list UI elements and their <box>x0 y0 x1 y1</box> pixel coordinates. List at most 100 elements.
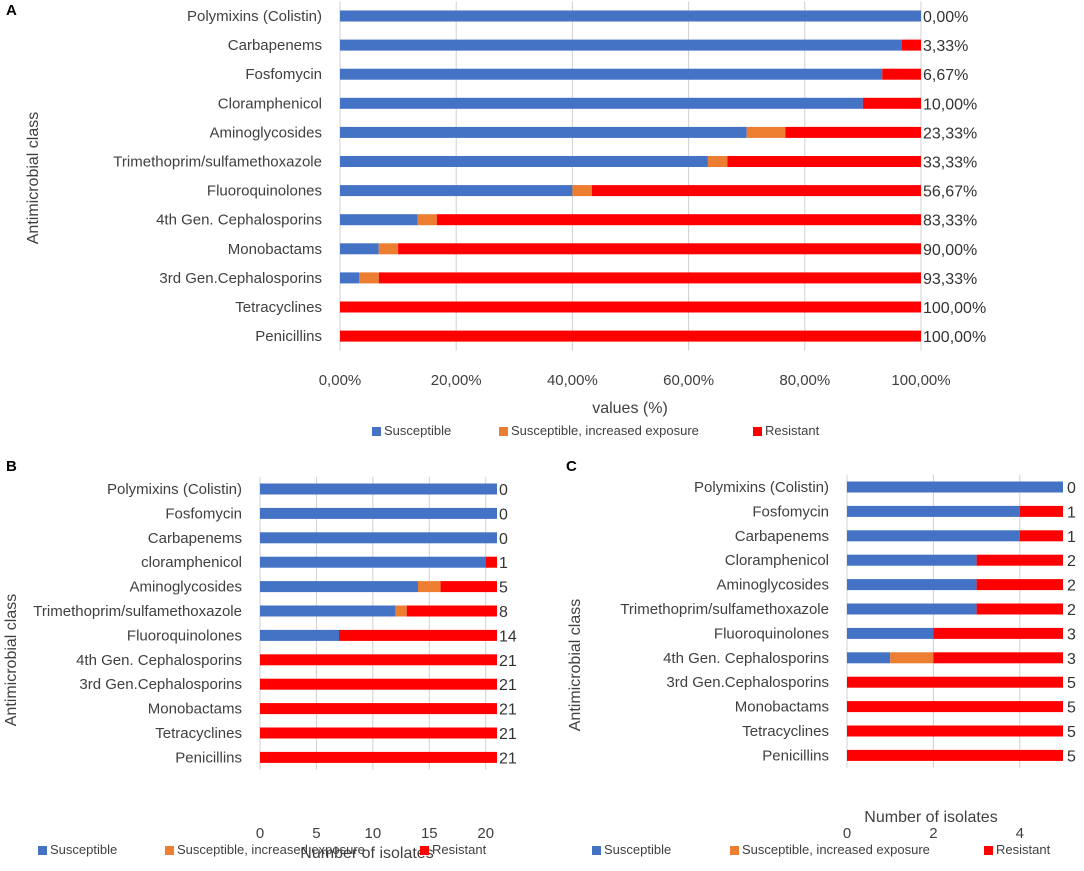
bar-resistant <box>933 627 1063 639</box>
bar-susceptible <box>340 214 418 226</box>
category-label: Polymixins (Colistin) <box>187 8 322 25</box>
bar-resistant <box>440 581 497 593</box>
category-label: 4th Gen. Cephalosporins <box>76 652 242 669</box>
data-label: 5 <box>1067 748 1076 765</box>
bar-resistant <box>340 301 921 313</box>
bar-resistant <box>591 185 921 197</box>
category-label: Carbapenems <box>735 528 829 545</box>
x-tick-label: 10 <box>365 825 382 842</box>
category-label: Cloramphenicol <box>218 95 322 112</box>
x-tick-label: 0 <box>256 825 264 842</box>
category-label: Monobactams <box>735 699 829 716</box>
category-label: Fosfomycin <box>752 503 829 520</box>
bar-susceptible <box>847 627 934 639</box>
bar-susceptible <box>847 481 1063 493</box>
category-label: Fluoroquinolones <box>207 183 322 200</box>
bar-resistant <box>378 272 921 284</box>
x-tick-label: 4 <box>1016 825 1024 842</box>
bar-increased <box>395 605 407 617</box>
data-label: 56,67% <box>923 184 977 201</box>
bar-increased <box>417 214 437 226</box>
data-label: 0 <box>499 506 508 523</box>
category-label: Polymixins (Colistin) <box>694 479 829 496</box>
legend-swatch-increased <box>499 427 508 436</box>
bar-susceptible <box>340 97 863 109</box>
bar-increased <box>890 652 934 664</box>
bar-resistant <box>340 330 921 342</box>
bar-resistant <box>933 652 1063 664</box>
bar-increased <box>378 243 399 255</box>
bar-susceptible <box>260 581 418 593</box>
data-label: 23,33% <box>923 125 977 142</box>
bar-resistant <box>260 654 497 666</box>
data-label: 3 <box>1067 651 1076 668</box>
bar-susceptible <box>847 554 977 566</box>
category-label: Tetracyclines <box>235 299 322 316</box>
data-label: 10,00% <box>923 96 977 113</box>
category-label: Fluoroquinolones <box>127 627 242 644</box>
bar-susceptible <box>340 185 573 197</box>
bar-susceptible <box>340 126 747 138</box>
bar-resistant <box>785 126 921 138</box>
bar-resistant <box>260 678 497 690</box>
bar-resistant <box>406 605 497 617</box>
legend-label-susceptible: Susceptible <box>50 842 117 857</box>
category-label: Penicillins <box>175 749 242 766</box>
bar-resistant <box>847 725 1063 737</box>
legend-swatch-increased <box>165 846 174 855</box>
bar-susceptible <box>340 243 379 255</box>
bar-susceptible <box>260 483 497 495</box>
bar-resistant <box>260 751 497 763</box>
panel-letter: C <box>566 458 577 475</box>
x-tick-label: 100,00% <box>891 372 950 389</box>
data-label: 3,33% <box>923 38 968 55</box>
x-tick-label: 60,00% <box>663 372 714 389</box>
data-label: 100,00% <box>923 300 986 317</box>
data-label: 21 <box>499 726 517 743</box>
data-label: 2 <box>1067 578 1076 595</box>
bar-resistant <box>339 629 497 641</box>
legend-label-susceptible: Susceptible <box>604 842 671 857</box>
data-label: 2 <box>1067 602 1076 619</box>
category-label: Aminoglycosides <box>716 577 829 594</box>
category-label: Fosfomycin <box>245 66 322 83</box>
data-label: 0 <box>1067 480 1076 497</box>
bar-resistant <box>260 727 497 739</box>
category-label: Aminoglycosides <box>209 124 322 141</box>
category-label: Polymixins (Colistin) <box>107 481 242 498</box>
data-label: 5 <box>1067 724 1076 741</box>
bar-increased <box>359 272 379 284</box>
bar-susceptible <box>847 579 977 591</box>
bar-resistant <box>976 603 1063 615</box>
data-label: 21 <box>499 677 517 694</box>
data-label: 1 <box>499 555 508 572</box>
bar-susceptible <box>340 10 921 22</box>
category-label: Tetracyclines <box>742 723 829 740</box>
category-label: 3rd Gen.Cephalosporins <box>159 270 322 287</box>
x-tick-label: 40,00% <box>547 372 598 389</box>
y-axis-label: Antimicrobial class <box>3 594 20 726</box>
legend-swatch-increased <box>730 846 739 855</box>
bar-resistant <box>485 556 497 568</box>
bar-susceptible <box>847 652 891 664</box>
data-label: 8 <box>499 604 508 621</box>
x-tick-label: 2 <box>929 825 937 842</box>
bar-susceptible <box>340 39 902 51</box>
bar-susceptible <box>847 505 1020 517</box>
category-label: 3rd Gen.Cephalosporins <box>666 674 829 691</box>
data-label: 0,00% <box>923 9 968 26</box>
bar-susceptible <box>340 272 360 284</box>
category-label: Fosfomycin <box>165 505 242 522</box>
data-label: 5 <box>1067 675 1076 692</box>
data-label: 21 <box>499 702 517 719</box>
data-label: 90,00% <box>923 242 977 259</box>
legend-label-resistant: Resistant <box>432 842 487 857</box>
x-tick-label: 0,00% <box>319 372 362 389</box>
data-label: 5 <box>499 580 508 597</box>
panel-letter: A <box>6 2 17 19</box>
y-axis-label: Antimicrobial class <box>567 599 584 731</box>
data-label: 100,00% <box>923 329 986 346</box>
bar-resistant <box>260 703 497 715</box>
bar-resistant <box>727 156 921 167</box>
